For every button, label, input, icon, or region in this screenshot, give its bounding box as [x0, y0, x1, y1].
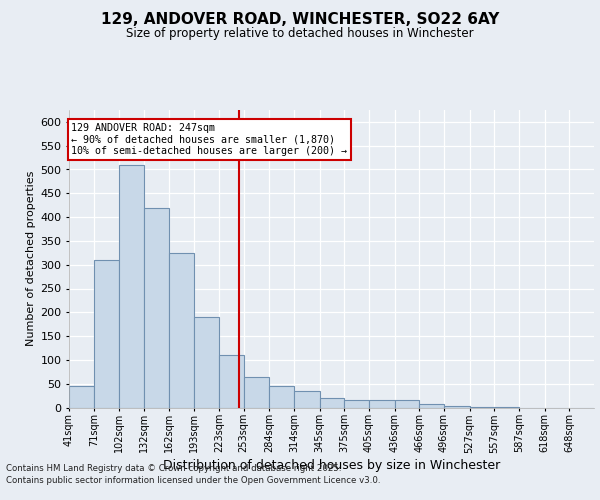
Bar [144, 208, 169, 408]
Bar [395, 400, 419, 407]
Bar [369, 400, 395, 407]
Bar [94, 260, 119, 408]
Text: 129, ANDOVER ROAD, WINCHESTER, SO22 6AY: 129, ANDOVER ROAD, WINCHESTER, SO22 6AY [101, 12, 499, 28]
Bar [194, 317, 219, 408]
Bar [470, 406, 494, 408]
Bar [269, 386, 294, 407]
Bar [320, 398, 344, 407]
Bar [244, 376, 269, 408]
Bar [119, 164, 144, 408]
Text: Size of property relative to detached houses in Winchester: Size of property relative to detached ho… [126, 28, 474, 40]
Bar [444, 406, 470, 407]
Text: Contains public sector information licensed under the Open Government Licence v3: Contains public sector information licen… [6, 476, 380, 485]
Bar [344, 400, 369, 407]
Bar [69, 386, 94, 407]
Bar [169, 253, 194, 408]
Bar [219, 355, 244, 408]
Bar [419, 404, 444, 407]
Bar [294, 391, 320, 407]
Text: 129 ANDOVER ROAD: 247sqm
← 90% of detached houses are smaller (1,870)
10% of sem: 129 ANDOVER ROAD: 247sqm ← 90% of detach… [71, 123, 347, 156]
X-axis label: Distribution of detached houses by size in Winchester: Distribution of detached houses by size … [163, 460, 500, 472]
Text: Contains HM Land Registry data © Crown copyright and database right 2025.: Contains HM Land Registry data © Crown c… [6, 464, 341, 473]
Y-axis label: Number of detached properties: Number of detached properties [26, 171, 36, 346]
